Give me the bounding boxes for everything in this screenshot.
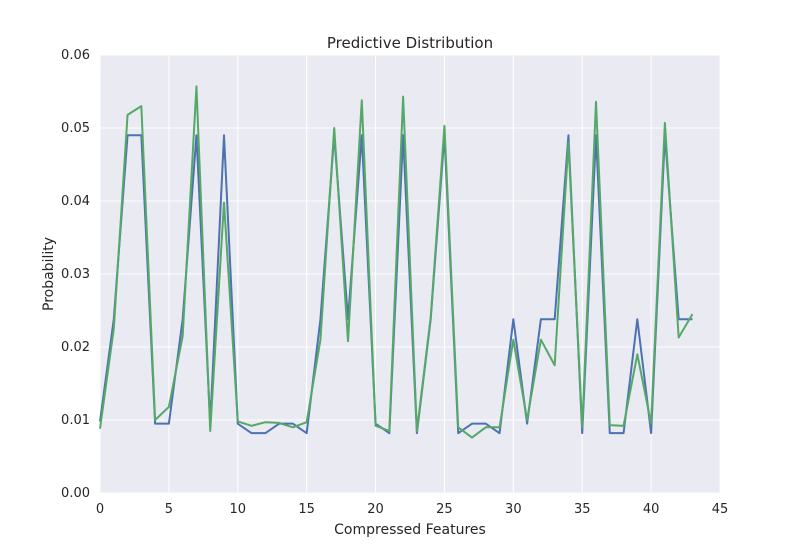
series-lines	[99, 85, 694, 439]
x-tick-label: 5	[165, 502, 173, 517]
y-tick-label: 0.03	[61, 267, 90, 282]
y-tick-label: 0.01	[61, 413, 90, 428]
x-axis-title: Compressed Features	[334, 522, 486, 538]
y-tick-label: 0.06	[61, 48, 90, 63]
series-line-2	[99, 85, 694, 439]
y-tick-label: 0.05	[61, 121, 90, 136]
x-tick-label: 40	[643, 502, 660, 517]
chart-title: Predictive Distribution	[327, 34, 493, 52]
x-tick-label: 20	[367, 502, 384, 517]
y-tick-label: 0.00	[61, 486, 90, 501]
y-tick-label: 0.02	[61, 340, 90, 355]
y-tick-label: 0.04	[61, 194, 90, 209]
x-tick-label: 25	[436, 502, 453, 517]
y-tick-labels: 0.00 0.01 0.02 0.03 0.04 0.05 0.06	[61, 48, 90, 501]
x-tick-label: 10	[230, 502, 247, 517]
x-tick-label: 35	[574, 502, 591, 517]
x-tick-label: 45	[712, 502, 729, 517]
x-tick-label: 0	[96, 502, 104, 517]
x-tick-labels: 0 5 10 15 20 25 30 35 40 45	[96, 502, 728, 517]
x-tick-label: 30	[505, 502, 522, 517]
y-axis-title: Probability	[41, 237, 57, 311]
x-tick-label: 15	[298, 502, 315, 517]
